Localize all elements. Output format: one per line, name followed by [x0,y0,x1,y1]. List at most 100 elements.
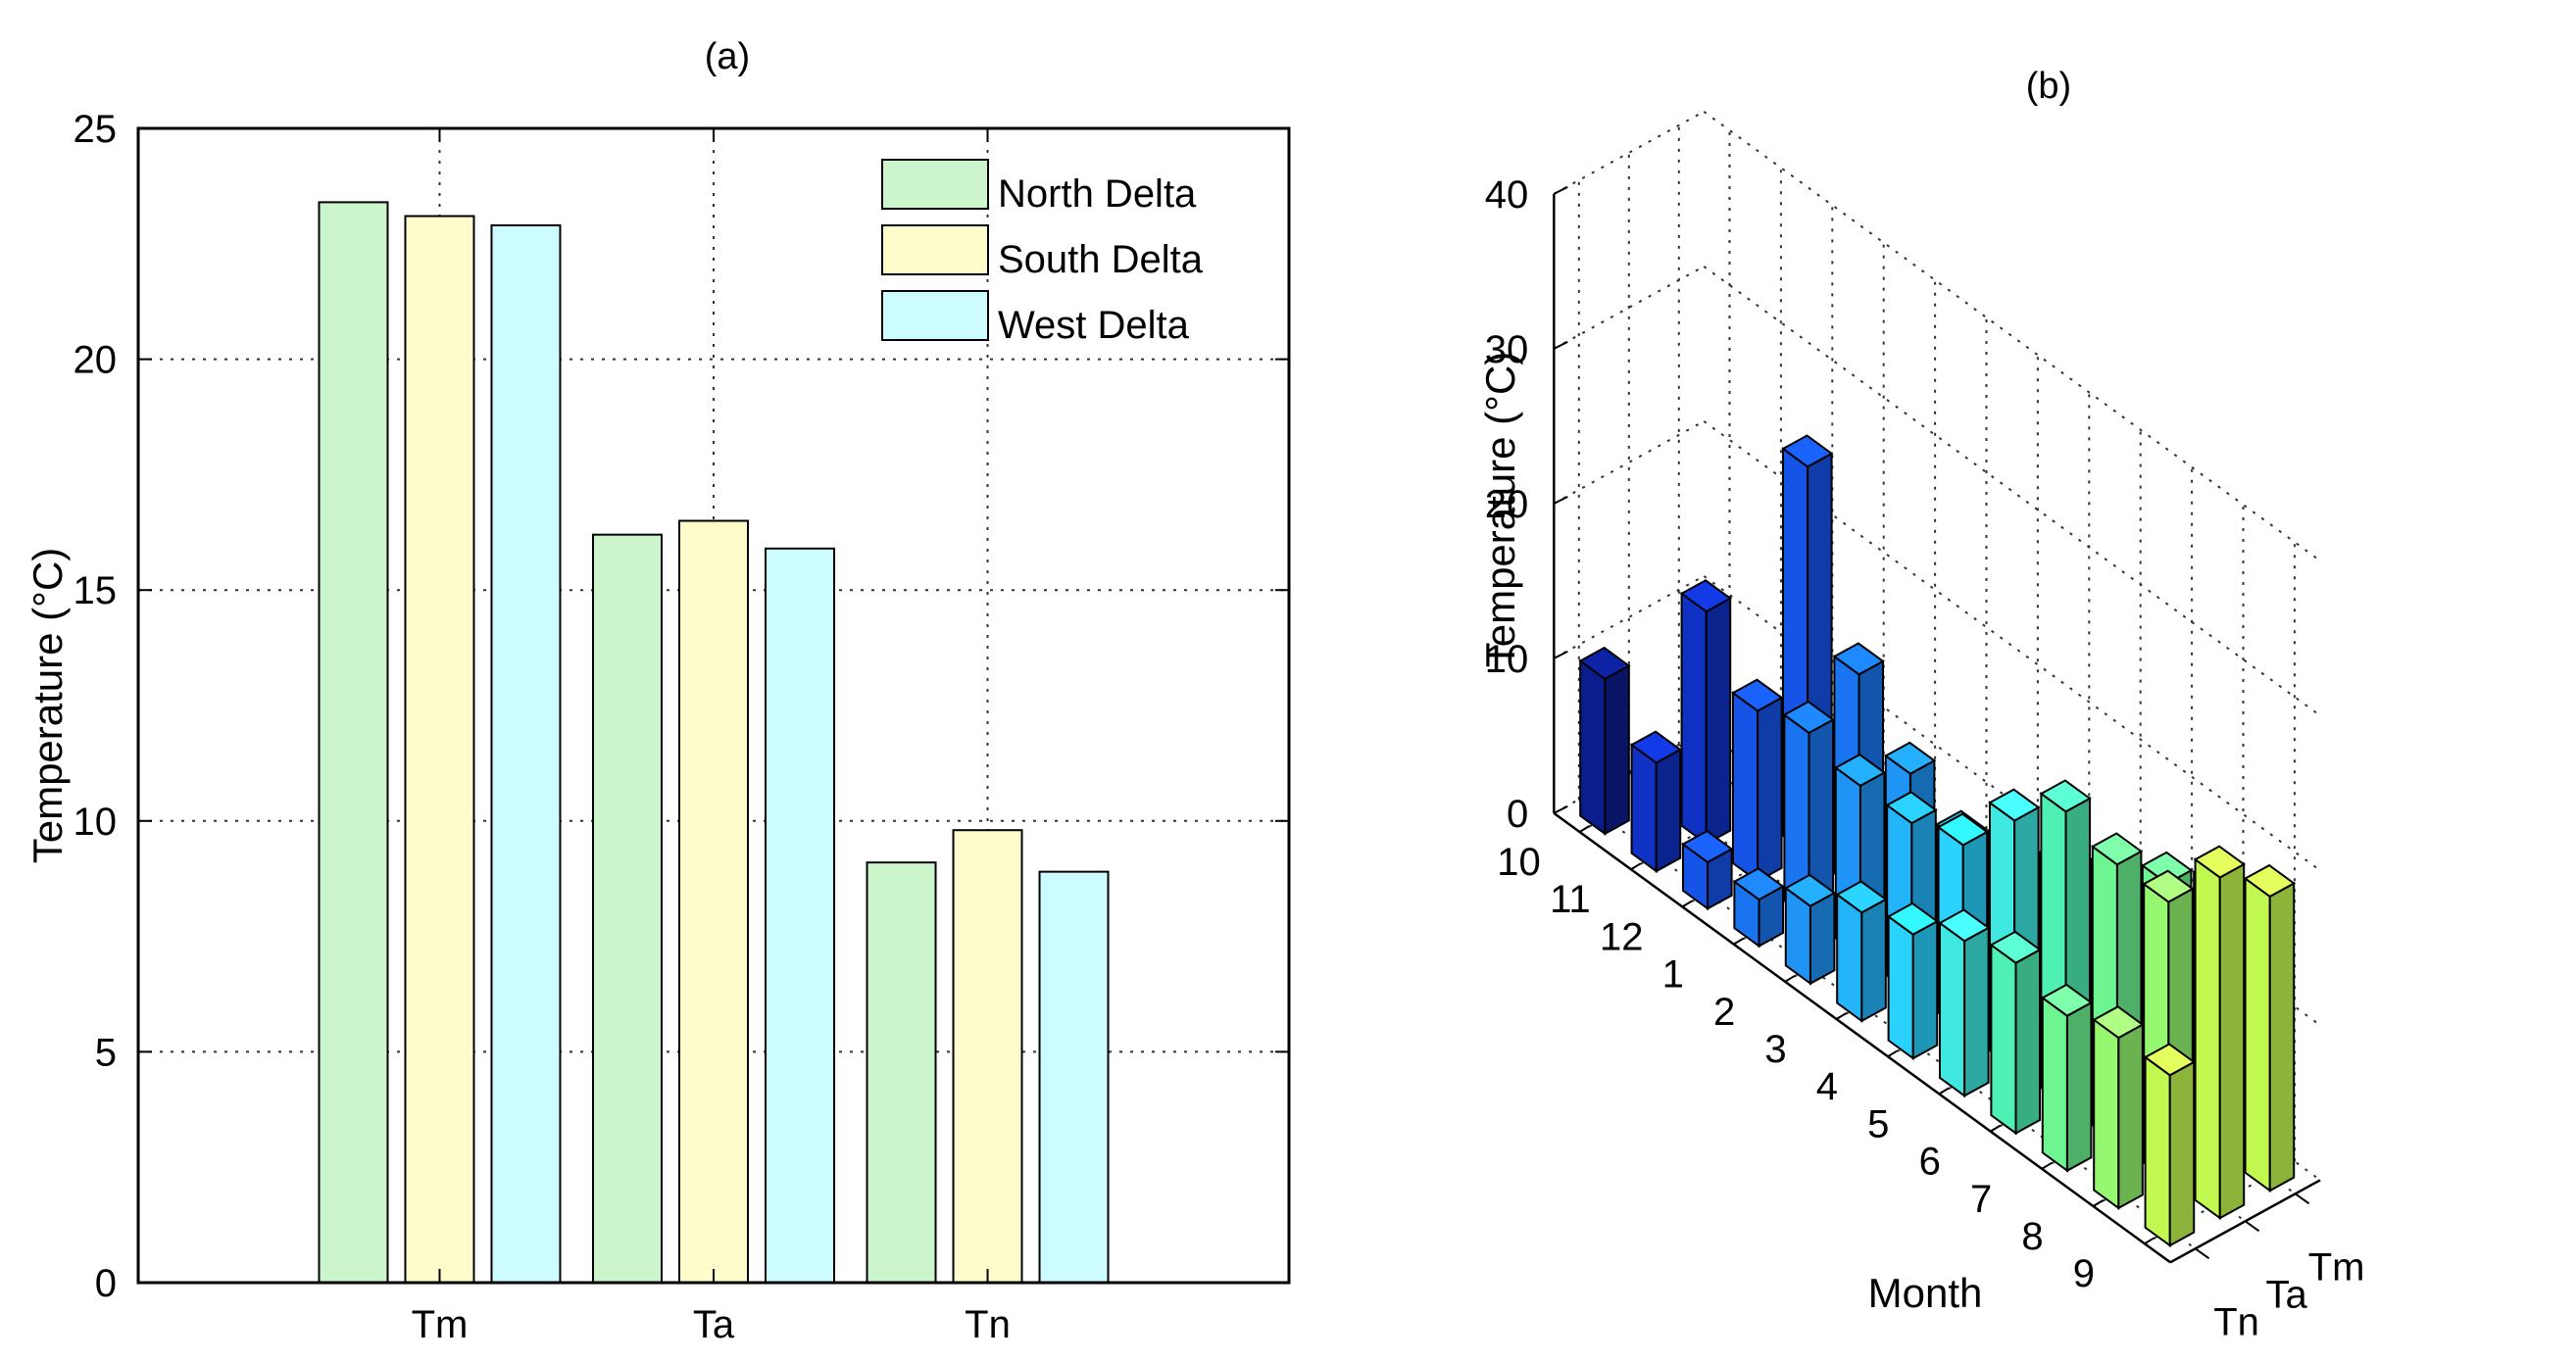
panel-b-variable-tick-mark [2195,1247,2210,1260]
bar-side-face [1757,696,1783,883]
bar-side-face [1655,748,1682,873]
panel-b-month-tick-label: 10 [1497,841,1541,884]
panel-b-ztick-mark [1553,805,1568,814]
bar-side-face [1911,919,1939,1060]
panel-a-legend-swatch [881,159,989,210]
panel-b-variable-tick-label: Tn [2213,1300,2259,1343]
panel-b-ztick-mark [1553,651,1568,659]
panel-b-variable-tick-label: Tm [2308,1245,2365,1289]
panel-b-bar-tn-month-6 [1989,930,2042,1136]
bar-top-face [1783,873,1837,907]
panel-a-bar-south-delta-tm [404,215,475,1285]
bar-front-face [1680,591,1708,847]
bar-front-face [2244,876,2271,1193]
panel-a-ytick-label: 15 [74,569,118,612]
panel-b-ztick-mark [1553,341,1568,350]
bar-side-face [1860,898,1887,1023]
panel-b-month-tick-mark [2144,1237,2155,1245]
bar-top-face [1731,678,1784,712]
panel-b-month-tick-mark [1733,937,1745,946]
panel-a-legend-label: West Delta [998,304,1190,347]
bar-front-face [1938,920,1966,1098]
bar-side-face [2168,1060,2196,1247]
panel-a-xtick-label: Ta [693,1303,735,1346]
panel-b-ztick-mark [1553,496,1568,505]
bar-side-face [2218,862,2246,1220]
bar-front-face [1990,943,2017,1136]
panel-b-bar-tn-month-11 [1629,730,1683,874]
bar-top-face [1835,880,1888,914]
bar-top-face [2193,845,2247,879]
panel-b-ztick-label: 0 [1507,793,1528,836]
bar-top-face [1833,753,1887,788]
panel-a-bar-chart: (a) 0 5 10 15 20 25 Tm Ta Tn Temperature (°C) No… [25,36,1291,1346]
bar-top-face [2039,779,2092,813]
panel-b-ztick-label: 30 [1485,328,1529,371]
panel-b-bar-ta-month-9 [2193,845,2247,1221]
panel-b-bar-tm-month-9 [2243,863,2297,1193]
bar-front-face [2093,1017,2120,1210]
bar-top-face [1883,741,1937,775]
panel-b-month-tick-mark [1578,825,1591,833]
panel-b-month-tick-mark [1630,862,1642,871]
bar-top-face [1936,812,1990,847]
panel-b-bar-tn-month-9 [2143,1043,2197,1248]
panel-b-month-tick-label: 4 [1816,1065,1838,1108]
bar-side-face [1705,596,1732,846]
panel-b-bar-tn-month-8 [2092,1005,2145,1210]
panel-b-month-tick-label: 2 [1713,991,1735,1034]
panel-b-bar-tn-month-2 [1783,873,1837,986]
panel-b-ztick-label: 10 [1485,638,1529,681]
panel-b-grid-side-z [1553,420,1705,505]
panel-b-month-tick-mark [2041,1161,2053,1170]
panel-a-bar-west-delta-ta [765,547,835,1284]
panel-b-month-tick-label: 8 [2021,1215,2043,1258]
bar-side-face [1808,891,1836,986]
bar-front-face [1731,691,1759,884]
bar-top-face [2243,863,2297,899]
panel-b-title: (b) [2026,66,2071,107]
panel-a-bar-north-delta-tn [866,861,937,1284]
panel-a-bar-north-delta-ta [592,533,663,1284]
panel-b-bar-tn-month-3 [1835,880,1888,1023]
panel-a-ytick-label: 10 [74,801,118,844]
panel-b-month-tick-label: 7 [1970,1178,1992,1221]
panel-a-ytick-label: 20 [74,339,118,382]
panel-b-month-tick-label: 1 [1662,953,1684,997]
bar-top-face [2143,1043,2197,1077]
bar-top-face [1885,791,1938,825]
panel-b-variable-tick-label: Ta [2265,1273,2307,1316]
bar-top-face [1938,908,1991,943]
bar-top-face [1832,642,1885,676]
panel-b-bar-tn-month-12 [1681,829,1734,911]
panel-b-month-tick-label: 11 [1550,878,1591,921]
panel-b-z-axis-label: Temperature (°C) [1477,352,1523,668]
panel-a-ytick-label: 25 [74,108,118,151]
panel-a-ticks: 0 5 10 15 20 25 Tm Ta Tn [74,108,1289,1346]
bar-side-face [2117,1022,2144,1210]
panel-b-month-tick-label: 6 [1919,1141,1941,1184]
panel-b-month-tick-mark [1938,1087,1950,1095]
panel-b-month-axis [1553,811,2171,1264]
bar-top-face [1679,579,1733,613]
bar-side-face [2065,1000,2093,1173]
panel-b-bar-ta-month-1 [1782,700,1835,921]
panel-b-month-tick-label: 12 [1600,915,1644,958]
panel-b-bar-tn-month-7 [2040,983,2094,1173]
panel-a-bar-north-delta-tm [318,201,389,1285]
bar-front-face [1630,743,1658,874]
panel-b-bars [1578,434,2297,1248]
bar-front-face [2144,1054,2171,1248]
panel-b-month-tick-mark [1784,974,1796,983]
bar-top-face [1782,700,1835,735]
panel-a-xtick-label: Tn [965,1303,1011,1346]
panel-b-month-tick-mark [1887,1049,1899,1058]
panel-b-ztick-label: 40 [1485,173,1529,217]
panel-a-bars [318,201,1110,1285]
panel-b-month-tick-mark [1681,900,1693,908]
bar-top-face [1681,829,1734,864]
panel-b-month-tick-label: 5 [1867,1102,1889,1145]
bar-top-face [1886,901,1940,936]
